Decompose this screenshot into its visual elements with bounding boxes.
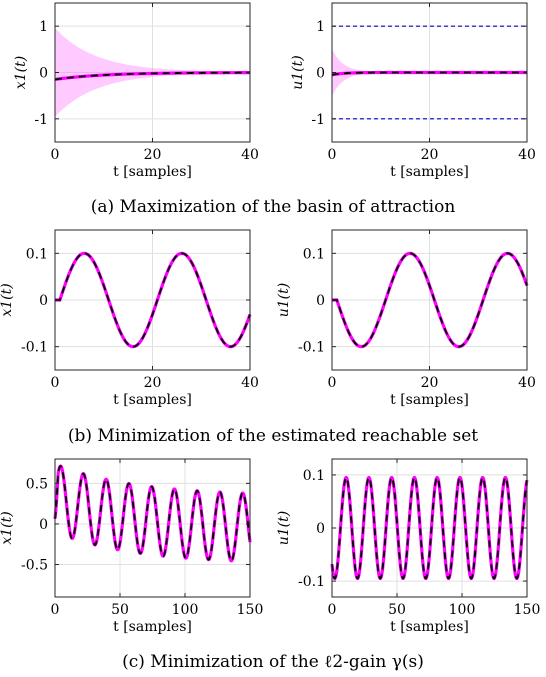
series-dashed-line <box>54 465 251 562</box>
chart-1: 0 20 40 -1 0 1 t [samples] u1(t) <box>290 2 536 180</box>
x-tick-label: 40 <box>518 375 536 391</box>
caption-c: (c) Minimization of the ℓ2-gain γ(s) <box>122 652 424 672</box>
x-axis-label: t [samples] <box>113 619 192 635</box>
y-tick-label: -1 <box>311 112 325 128</box>
x-tick-label: 0 <box>328 375 337 391</box>
x-axis-label: t [samples] <box>390 392 469 408</box>
y-tick-label: -0.1 <box>21 340 48 356</box>
y-tick-label: 0.1 <box>26 246 48 262</box>
y-axis-label: x1(t) <box>0 283 15 316</box>
series-dashed-line <box>332 252 528 348</box>
x-tick-label: 0 <box>328 602 337 618</box>
series-dashed-line <box>331 476 528 580</box>
x-tick-label: 100 <box>172 602 199 618</box>
x-tick-label: 0 <box>328 147 337 163</box>
y-tick-label: -0.1 <box>298 340 325 356</box>
x-tick-label: 0 <box>51 147 60 163</box>
x-tick-label: 40 <box>241 147 259 163</box>
x-tick-label: 40 <box>241 375 259 391</box>
y-tick-label: 0.1 <box>303 468 325 484</box>
y-tick-label: 0.1 <box>303 246 325 262</box>
y-axis-label: u1(t) <box>290 55 306 89</box>
y-axis-label: u1(t) <box>276 283 292 317</box>
x-tick-label: 100 <box>449 602 476 618</box>
axes-box <box>54 458 251 598</box>
x-tick-label: 150 <box>514 602 541 618</box>
y-tick-label: 0 <box>316 66 325 82</box>
series-dashed-line <box>55 252 251 348</box>
y-tick-label: -0.1 <box>298 574 325 590</box>
x-tick-label: 50 <box>388 602 406 618</box>
chart-0: 0 20 40 -1 0 1 t [samples] x1(t) <box>13 2 259 180</box>
chart-4: 0 50 100 150 -0.5 0 0.5 t [samples] x1(t) <box>0 458 264 635</box>
y-tick-label: 1 <box>39 19 48 35</box>
x-axis-label: t [samples] <box>390 619 469 635</box>
chart-3: 0 20 40 -0.1 0 0.1 t [samples] u1(t) <box>276 229 536 408</box>
caption-b: (b) Minimization of the estimated reacha… <box>68 426 478 446</box>
y-tick-label: 0 <box>39 293 48 309</box>
x-tick-label: 50 <box>111 602 129 618</box>
x-tick-label: 20 <box>421 375 439 391</box>
y-tick-label: 0 <box>316 293 325 309</box>
y-tick-label: 0 <box>39 66 48 82</box>
x-axis-label: t [samples] <box>113 164 192 180</box>
series-dashed-line <box>54 71 250 81</box>
x-tick-label: 40 <box>518 147 536 163</box>
chart-2: 0 20 40 -0.1 0 0.1 t [samples] x1(t) <box>0 229 259 408</box>
caption-a: (a) Maximization of the basin of attract… <box>91 197 456 217</box>
y-tick-label: 0 <box>316 521 325 537</box>
x-tick-label: 150 <box>237 602 264 618</box>
y-axis-label: u1(t) <box>276 511 292 545</box>
chart-5: 0 50 100 150-0.100.1t [samples]u1(t) <box>276 458 541 635</box>
x-tick-label: 0 <box>51 375 60 391</box>
y-tick-label: 0 <box>39 517 48 533</box>
x-tick-label: 0 <box>51 602 60 618</box>
x-tick-label: 20 <box>144 147 162 163</box>
x-axis-label: t [samples] <box>113 392 192 408</box>
x-axis-label: t [samples] <box>390 164 469 180</box>
y-axis-label: x1(t) <box>0 511 15 544</box>
y-tick-label: 0.5 <box>26 476 48 492</box>
x-tick-label: 20 <box>144 375 162 391</box>
y-tick-label: 1 <box>316 19 325 35</box>
y-axis-label: x1(t) <box>13 56 29 89</box>
series-dashed-line <box>331 71 527 76</box>
y-tick-label: -0.5 <box>21 558 48 574</box>
x-tick-label: 20 <box>421 147 439 163</box>
y-tick-label: -1 <box>34 112 48 128</box>
